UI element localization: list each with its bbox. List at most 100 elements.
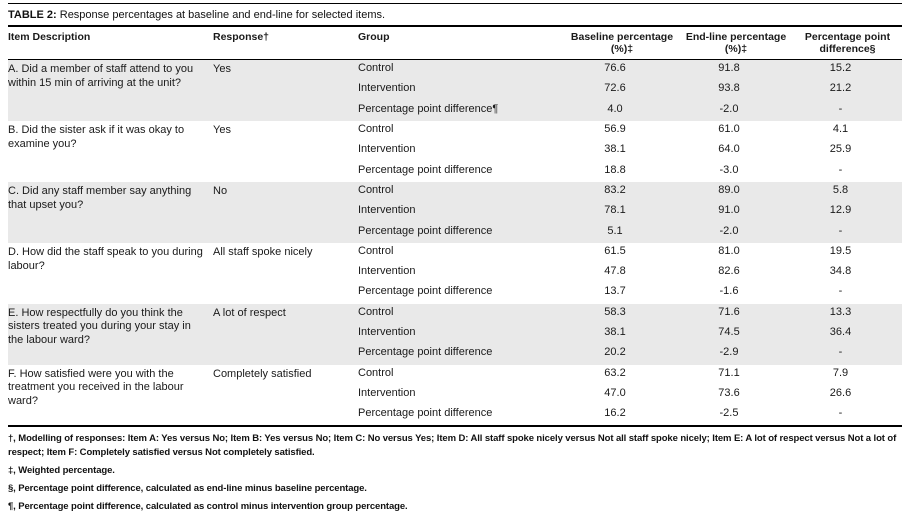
baseline-value-cell: 38.1 — [604, 325, 626, 338]
endline-value-cell: 64.0 — [718, 143, 740, 156]
table-title: TABLE 2: Response percentages at baselin… — [8, 6, 902, 25]
baseline-value-cell: 56.9 — [604, 123, 626, 136]
endline-value-cell: 81.0 — [718, 244, 740, 257]
endline-value-cell: 93.8 — [718, 82, 740, 95]
baseline-value-cell: 61.5 — [604, 244, 626, 257]
table-row: Intervention 72.6 93.8 21.2 — [8, 80, 902, 100]
difference-value-cell: 5.8 — [832, 183, 849, 196]
table-row: Percentage point difference 16.2 -2.5 - — [8, 405, 902, 426]
baseline-value-cell: 5.1 — [607, 224, 623, 237]
baseline-value-cell: 63.2 — [604, 366, 626, 379]
endline-value-cell: -1.6 — [719, 285, 739, 298]
difference-value-cell: 15.2 — [829, 62, 852, 75]
response-cell: A lot of respect — [213, 306, 286, 319]
group-cell: Intervention — [358, 143, 416, 156]
footnote-control-minus-intervention: ¶, Percentage point difference, calculat… — [8, 500, 408, 512]
column-header-response: Response† — [213, 25, 358, 61]
difference-value-cell: 4.1 — [832, 123, 849, 136]
group-cell: Control — [358, 244, 394, 257]
table-row: A. Did a member of staff attend to you w… — [8, 60, 902, 89]
difference-value-cell: 21.2 — [829, 82, 852, 95]
baseline-value-cell: 58.3 — [604, 305, 626, 318]
baseline-value-cell: 20.2 — [604, 346, 626, 359]
baseline-value-cell: 4.0 — [607, 102, 623, 115]
group-cell: Percentage point difference — [358, 407, 493, 420]
response-cell: All staff spoke nicely — [213, 245, 313, 258]
item-block: A. Did a member of staff attend to you w… — [8, 59, 902, 122]
group-cell: Control — [358, 366, 394, 379]
group-cell: Control — [358, 62, 394, 75]
baseline-value-cell: 76.6 — [604, 62, 626, 75]
response-cell: Completely satisfied — [213, 367, 312, 380]
difference-value-cell: - — [838, 407, 843, 420]
endline-value-cell: -2.0 — [719, 224, 739, 237]
item-description-cell: B. Did the sister ask if it was okay to … — [8, 124, 185, 150]
group-cell: Percentage point difference — [358, 285, 493, 298]
table-row: D. How did the staff speak to you during… — [8, 243, 902, 272]
endline-value-cell: 73.6 — [718, 386, 740, 399]
difference-value-cell: - — [838, 163, 843, 176]
table-header: Item Description Response† Group Baselin… — [8, 25, 902, 61]
table-row: C. Did any staff member say anything tha… — [8, 182, 902, 211]
table-row: Percentage point difference 18.8 -3.0 - — [8, 162, 902, 182]
table-row: Intervention 47.0 73.6 26.6 — [8, 385, 902, 405]
response-cell: Yes — [213, 124, 231, 137]
item-description-cell: C. Did any staff member say anything tha… — [8, 184, 192, 211]
top-divider — [8, 3, 902, 4]
group-cell: Intervention — [358, 325, 416, 338]
endline-value-cell: -3.0 — [719, 163, 739, 176]
item-description-cell: D. How did the staff speak to you during… — [8, 245, 203, 272]
column-header-difference: Percentage point difference§ — [793, 25, 902, 61]
baseline-value-cell: 47.8 — [604, 265, 626, 278]
table-title-label: TABLE 2: — [8, 9, 57, 21]
footnotes: †, Modelling of responses: Item A: Yes v… — [8, 427, 902, 513]
response-cell: No — [213, 184, 228, 197]
endline-value-cell: 71.1 — [718, 366, 740, 379]
table-row: Percentage point difference¶ 4.0 -2.0 - — [8, 101, 902, 121]
difference-value-cell: 7.9 — [832, 366, 849, 379]
difference-value-cell: 12.9 — [829, 204, 852, 217]
group-cell: Intervention — [358, 265, 416, 278]
table-row: Intervention 38.1 74.5 36.4 — [8, 324, 902, 344]
item-block: D. How did the staff speak to you during… — [8, 243, 902, 304]
endline-value-cell: 61.0 — [718, 123, 740, 136]
table-row: Intervention 38.1 64.0 25.9 — [8, 141, 902, 161]
item-block: C. Did any staff member say anything tha… — [8, 181, 902, 243]
group-cell: Intervention — [358, 386, 416, 399]
difference-value-cell: 25.9 — [829, 143, 852, 156]
response-percentages-table: Item Description Response† Group Baselin… — [8, 25, 902, 427]
group-cell: Percentage point difference — [358, 224, 493, 237]
column-header-endline: End-line percentage (%)‡ — [679, 25, 793, 61]
difference-value-cell: - — [838, 102, 843, 115]
difference-value-cell: 26.6 — [829, 386, 852, 399]
difference-value-cell: - — [838, 224, 843, 237]
group-cell: Control — [358, 305, 394, 318]
response-cell: Yes — [213, 63, 231, 76]
baseline-value-cell: 78.1 — [604, 204, 626, 217]
baseline-value-cell: 38.1 — [604, 143, 626, 156]
difference-value-cell: - — [838, 346, 843, 359]
group-cell: Intervention — [358, 82, 416, 95]
endline-value-cell: 82.6 — [718, 265, 740, 278]
table-row: B. Did the sister ask if it was okay to … — [8, 121, 902, 150]
item-block: B. Did the sister ask if it was okay to … — [8, 121, 902, 182]
group-cell: Control — [358, 183, 394, 196]
table-row: Intervention 78.1 91.0 12.9 — [8, 202, 902, 222]
column-header-group: Group — [358, 25, 565, 61]
difference-value-cell: 36.4 — [829, 325, 852, 338]
endline-value-cell: 89.0 — [718, 183, 740, 196]
item-description-cell: A. Did a member of staff attend to you w… — [8, 63, 194, 89]
table-row: Intervention 47.8 82.6 34.8 — [8, 263, 902, 283]
difference-value-cell: 34.8 — [829, 265, 852, 278]
baseline-value-cell: 47.0 — [604, 386, 626, 399]
endline-value-cell: -2.5 — [719, 407, 739, 420]
group-cell: Control — [358, 123, 394, 136]
endline-value-cell: -2.0 — [719, 102, 739, 115]
column-header-baseline: Baseline percentage (%)‡ — [565, 25, 679, 61]
endline-value-cell: 74.5 — [718, 325, 740, 338]
difference-value-cell: - — [838, 285, 843, 298]
baseline-value-cell: 18.8 — [604, 163, 626, 176]
table-row: Percentage point difference 20.2 -2.9 - — [8, 344, 902, 364]
baseline-value-cell: 13.7 — [604, 285, 626, 298]
